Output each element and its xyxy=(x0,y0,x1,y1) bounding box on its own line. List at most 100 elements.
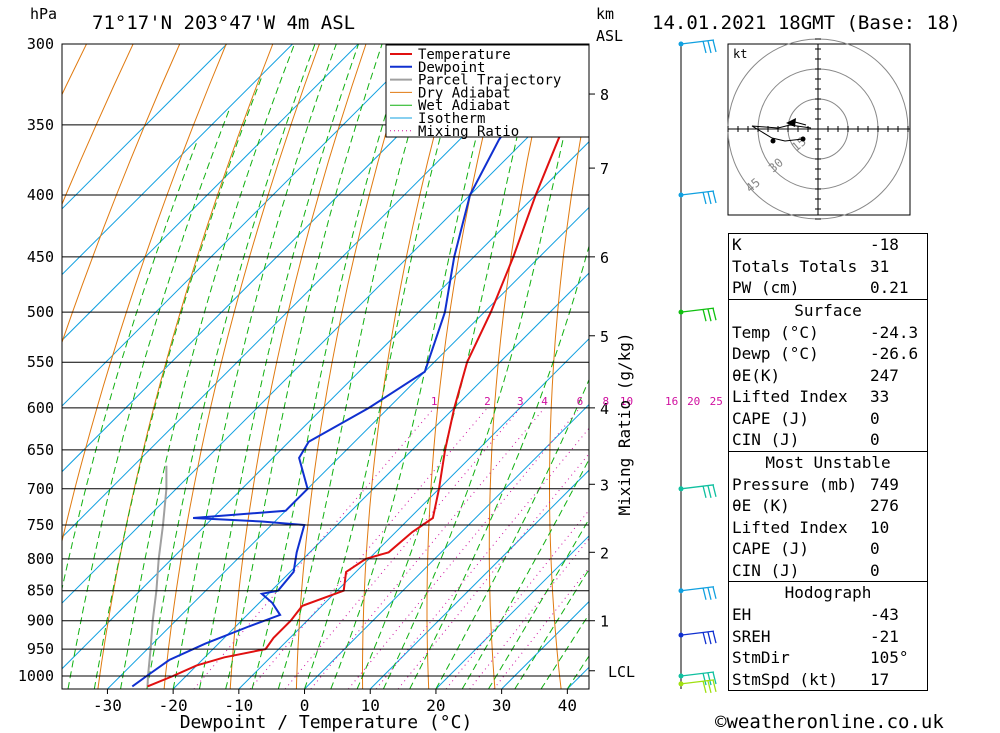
surface-section: Surface Temp (°C) -24.3 Dewp (°C) -26.6 θE(K… xyxy=(729,300,927,452)
mixing-ratio-label: 1 xyxy=(431,395,438,408)
pressure-tick-label: 500 xyxy=(27,303,54,321)
most-unstable-row: θE (K) 276 xyxy=(729,495,927,517)
surface-row: Lifted Index 33 xyxy=(729,386,927,408)
location-title: 71°17'N 203°47'W 4m ASL xyxy=(92,12,355,34)
surface-value: -24.3 xyxy=(870,322,919,342)
x-tick-label: 30 xyxy=(492,696,511,715)
most-unstable-label: Pressure (mb) xyxy=(732,474,858,494)
hodograph-title: Hodograph xyxy=(784,583,872,602)
copyright: ©weatheronline.co.uk xyxy=(715,711,944,733)
hodograph-param-label: StmDir xyxy=(732,648,790,667)
km-tick-label: 5 xyxy=(600,328,609,346)
hodograph-point xyxy=(800,136,806,142)
mixing-ratio-label: 25 xyxy=(710,395,723,408)
index-label: Totals Totals xyxy=(732,256,858,276)
isotherm-line xyxy=(62,44,425,407)
hodograph-param-value: -21 xyxy=(870,626,899,646)
surface-value: 0 xyxy=(870,408,880,428)
mixing-ratio-line xyxy=(469,537,589,689)
mixing-ratio-label: 2 xyxy=(484,395,491,408)
isotherm-line xyxy=(238,338,589,689)
most-unstable-value: 749 xyxy=(870,474,899,494)
isotherm-line xyxy=(62,44,490,473)
asl-label: ASL xyxy=(596,27,623,45)
mixing-ratio-label: 3 xyxy=(517,395,524,408)
surface-value: 33 xyxy=(870,387,890,406)
axes-labels: 3003504004505005506006507007508008509009… xyxy=(18,35,723,715)
pressure-tick-label: 950 xyxy=(27,640,54,658)
isotherm-line xyxy=(62,75,589,604)
wind-barb xyxy=(680,586,717,600)
surface-row: CIN (J) 0 xyxy=(729,429,927,451)
wind-profile xyxy=(678,39,717,694)
wet-adiabat-line xyxy=(225,44,383,689)
isotherm-line xyxy=(62,141,589,670)
wet-adiabat-line xyxy=(382,44,586,689)
mixing-ratio-line xyxy=(193,407,435,689)
legend-entry: Dewpoint xyxy=(418,60,485,76)
plot-frame xyxy=(61,43,590,690)
dry-adiabat-line xyxy=(97,44,274,689)
most-unstable-label: CIN (J) xyxy=(732,560,800,580)
hodograph-param-value: 17 xyxy=(870,669,890,689)
wet-adiabat-line xyxy=(461,458,589,689)
wet-adiabat-line xyxy=(330,44,501,689)
x-tick-label: -30 xyxy=(93,696,122,715)
most-unstable-row: Lifted Index 10 xyxy=(729,517,927,539)
index-row: K -18 xyxy=(729,234,927,256)
hodograph-point xyxy=(770,138,776,144)
surface-row: θE(K) 247 xyxy=(729,365,927,387)
storm-motion-arrow xyxy=(794,121,807,126)
wet-adiabat-line xyxy=(277,44,436,689)
index-row: Totals Totals 31 xyxy=(729,256,927,278)
most-unstable-title: Most Unstable xyxy=(765,452,891,472)
isotherm-line xyxy=(62,44,359,341)
hodograph-param-label: SREH xyxy=(732,626,771,646)
wind-barb xyxy=(680,484,717,498)
indices-panel: K -18 Totals Totals 31 PW (cm) 0.21 Surface T… xyxy=(728,233,928,691)
dry-adiabat-line xyxy=(426,44,507,689)
most-unstable-value: 276 xyxy=(870,496,899,515)
index-label: PW (cm) xyxy=(732,278,800,297)
index-row: PW (cm) 0.21 xyxy=(729,277,927,299)
most-unstable-label: θE (K) xyxy=(732,496,790,515)
x-axis-title: Dewpoint / Temperature (°C) xyxy=(180,712,473,733)
mixing-ratio-label: 16 xyxy=(665,395,678,408)
isotherm-line xyxy=(62,44,293,276)
pressure-tick-label: 700 xyxy=(27,480,54,498)
surface-label: CAPE (J) xyxy=(732,408,810,428)
hodograph-param-label: StmSpd (kt) xyxy=(732,669,838,689)
dry-adiabat-line xyxy=(62,44,181,344)
most-unstable-section: Most Unstable Pressure (mb) 749 θE (K) 276 L… xyxy=(729,452,927,582)
x-tick-label: 40 xyxy=(558,696,577,715)
wet-adiabat-line xyxy=(514,568,589,689)
hodograph-trace xyxy=(751,124,812,142)
surface-title: Surface xyxy=(794,300,862,320)
surface-label: Lifted Index xyxy=(732,387,848,406)
hodograph-param-row: EH -43 xyxy=(729,604,927,626)
km-tick-label: 6 xyxy=(600,249,609,267)
hodograph-unit-label: kt xyxy=(733,47,747,61)
pressure-tick-label: 550 xyxy=(27,353,54,371)
storm-motion-arrow xyxy=(786,118,796,127)
dry-adiabat-line xyxy=(664,44,693,689)
surface-label: Dewp (°C) xyxy=(732,344,819,363)
datetime-title: 14.01.2021 18GMT (Base: 18) xyxy=(652,12,961,34)
legend-entry: Parcel Trajectory xyxy=(418,73,561,89)
hodograph-section: Hodograph EH -43 SREH -21 StmDir 105° StmSpd (… xyxy=(729,582,927,690)
wet-adiabat-line xyxy=(356,44,541,689)
index-label: K xyxy=(732,235,742,254)
pressure-tick-label: 350 xyxy=(27,116,54,134)
most-unstable-value: 0 xyxy=(870,539,880,558)
pressure-tick-label: 1000 xyxy=(18,667,54,685)
indices-section: K -18 Totals Totals 31 PW (cm) 0.21 xyxy=(729,234,927,300)
wind-barb xyxy=(680,307,717,322)
legend-entry: Dry Adiabat xyxy=(418,85,511,101)
dry-adiabat-line xyxy=(488,44,553,689)
skew-t-grid xyxy=(62,44,693,689)
legend-entry: Temperature xyxy=(418,47,511,63)
mixing-ratio-label: 4 xyxy=(541,395,548,408)
pressure-tick-label: 600 xyxy=(27,399,54,417)
index-value: 31 xyxy=(870,256,890,276)
pressure-tick-label: 300 xyxy=(27,35,54,53)
